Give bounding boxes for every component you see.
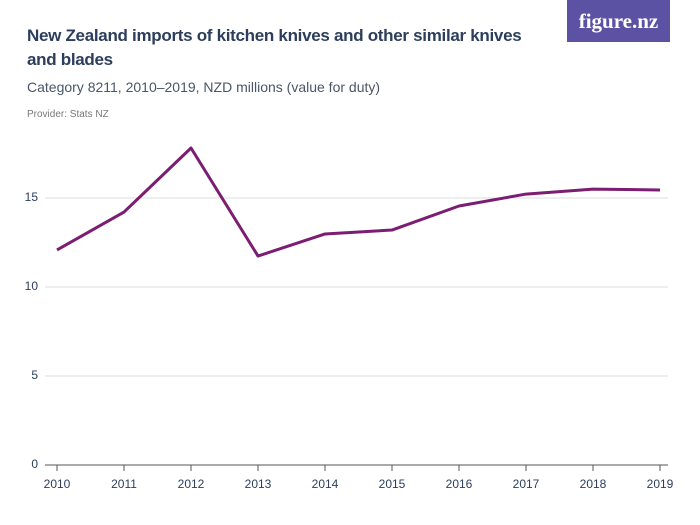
logo[interactable]: figure.nz xyxy=(567,0,670,42)
x-tick-label: 2010 xyxy=(44,477,71,491)
x-tick-label: 2017 xyxy=(513,477,540,491)
x-tick-label: 2015 xyxy=(379,477,406,491)
data-line xyxy=(56,146,661,258)
x-tick-label: 2011 xyxy=(111,477,137,491)
y-tick-label: 5 xyxy=(31,368,38,382)
x-tick-label: 2019 xyxy=(647,477,674,491)
y-tick-label: 15 xyxy=(25,190,39,204)
chart-title: New Zealand imports of kitchen knives an… xyxy=(27,26,522,69)
y-tick-label: 0 xyxy=(31,457,38,471)
x-tick-label: 2012 xyxy=(178,477,205,491)
x-tick-label: 2014 xyxy=(312,477,339,491)
y-tick-label: 10 xyxy=(25,279,39,293)
x-tick-label: 2018 xyxy=(580,477,607,491)
provider: Provider: Stats NZ xyxy=(27,109,109,120)
x-tick-label: 2013 xyxy=(245,477,272,491)
x-tick-label: 2016 xyxy=(446,477,473,491)
chart-subtitle: Category 8211, 2010–2019, NZD millions (… xyxy=(27,79,381,95)
